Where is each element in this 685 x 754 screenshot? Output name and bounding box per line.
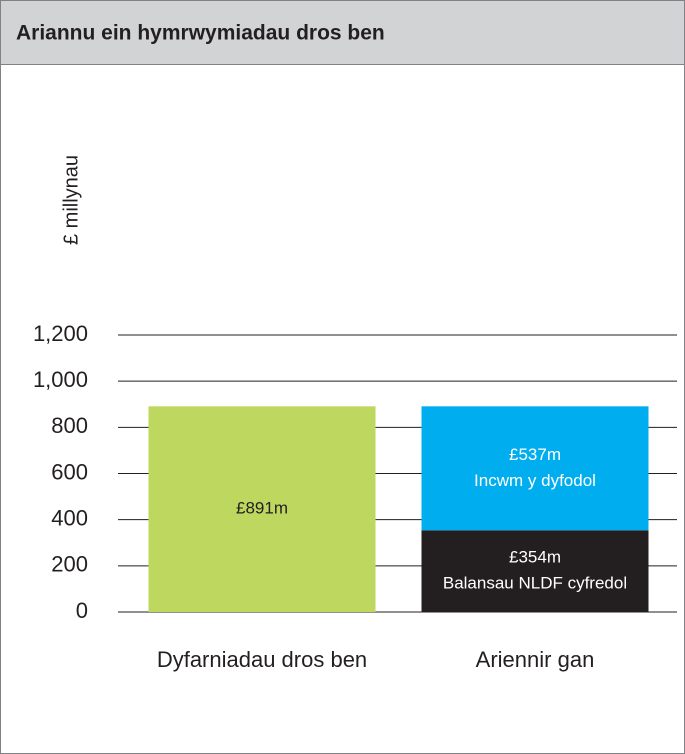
y-tick-label: 1,000 <box>33 367 88 392</box>
data-label: £891m <box>236 499 288 518</box>
segment-name: Balansau NLDF cyfredol <box>443 574 627 593</box>
segment-name: Incwm y dyfodol <box>474 471 596 490</box>
bar-segment <box>148 406 376 612</box>
chart-title: Ariannu ein hymrwymiadau dros ben <box>16 22 385 45</box>
y-tick-label: 1,200 <box>33 321 88 346</box>
x-tick-label: Ariennir gan <box>476 647 595 672</box>
bar-segment <box>421 406 649 531</box>
y-tick-label: 0 <box>76 598 88 623</box>
y-axis-label: £ millynau <box>60 155 82 245</box>
y-tick-label: 200 <box>51 552 88 577</box>
data-label: £354m <box>509 548 561 567</box>
y-tick-label: 600 <box>51 459 88 484</box>
y-tick-label: 400 <box>51 505 88 530</box>
y-tick-label: 800 <box>51 413 88 438</box>
x-tick-label: Dyfarniadau dros ben <box>157 647 367 672</box>
data-label: £537m <box>509 445 561 464</box>
header <box>0 0 685 65</box>
bar-segment <box>421 530 649 612</box>
